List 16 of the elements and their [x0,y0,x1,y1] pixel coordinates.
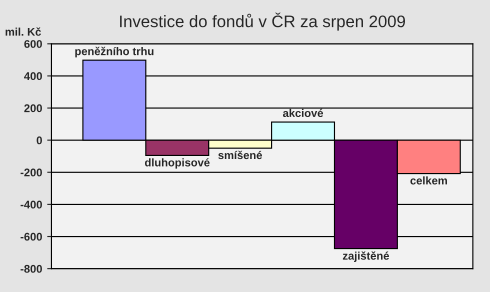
x-tick-label: peněžního trhu [75,46,154,58]
y-tick-label: 200 [24,104,42,112]
y-tick-label: -600 [20,232,42,241]
y-axis-title: mil. Kč [6,27,42,36]
y-tick-label: -200 [20,168,42,176]
x-tick-label: smíšené [218,150,262,160]
y-tick-label: 600 [24,40,42,48]
x-tick-label: dluhopisové [144,158,210,169]
x-tick-label: akciové [282,108,324,118]
y-tick-label: 0 [36,136,42,144]
x-tick-label: zajištěné [342,251,390,262]
chart-title: Investice do fondů v ČR za srpen 2009 [120,12,405,31]
y-tick-label: -800 [20,264,42,273]
y-tick-label: 400 [24,72,42,80]
y-tick-label: -400 [20,200,42,209]
x-tick-label: celkem [410,176,447,185]
